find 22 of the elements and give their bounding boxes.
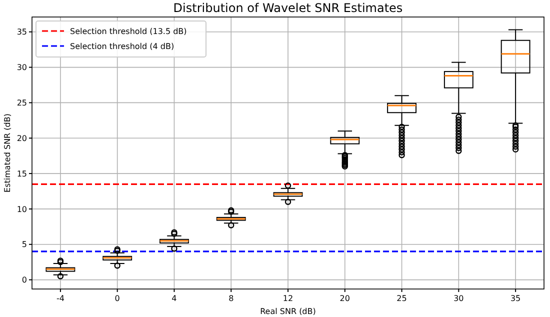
y-axis-title: Estimated SNR (dB) (3, 114, 12, 192)
x-tick-label: 12 (282, 294, 294, 303)
y-tick-label: 10 (16, 204, 27, 214)
legend-label: Selection threshold (13.5 dB) (70, 26, 187, 36)
y-tick-label: 25 (16, 98, 27, 108)
x-axis-title: Real SNR (dB) (260, 307, 316, 316)
x-tick-label: 0 (114, 294, 120, 303)
x-tick-label: -4 (56, 294, 64, 303)
y-tick-label: 35 (16, 28, 27, 37)
y-tick-label: 15 (16, 169, 27, 178)
x-tick-label: 30 (454, 294, 464, 303)
y-tick-label: 20 (16, 134, 27, 143)
x-tick-label: 4 (172, 294, 177, 303)
x-tick-label: 25 (396, 294, 407, 303)
y-tick-label: 30 (16, 63, 27, 72)
x-tick-label: 8 (228, 294, 234, 303)
legend-label: Selection threshold (4 dB) (70, 42, 174, 51)
chart-title: Distribution of Wavelet SNR Estimates (173, 1, 403, 15)
x-tick-label: 35 (510, 294, 521, 303)
y-tick-label: 5 (22, 240, 27, 250)
y-tick-label: 0 (22, 276, 27, 285)
x-tick-label: 20 (340, 294, 350, 303)
